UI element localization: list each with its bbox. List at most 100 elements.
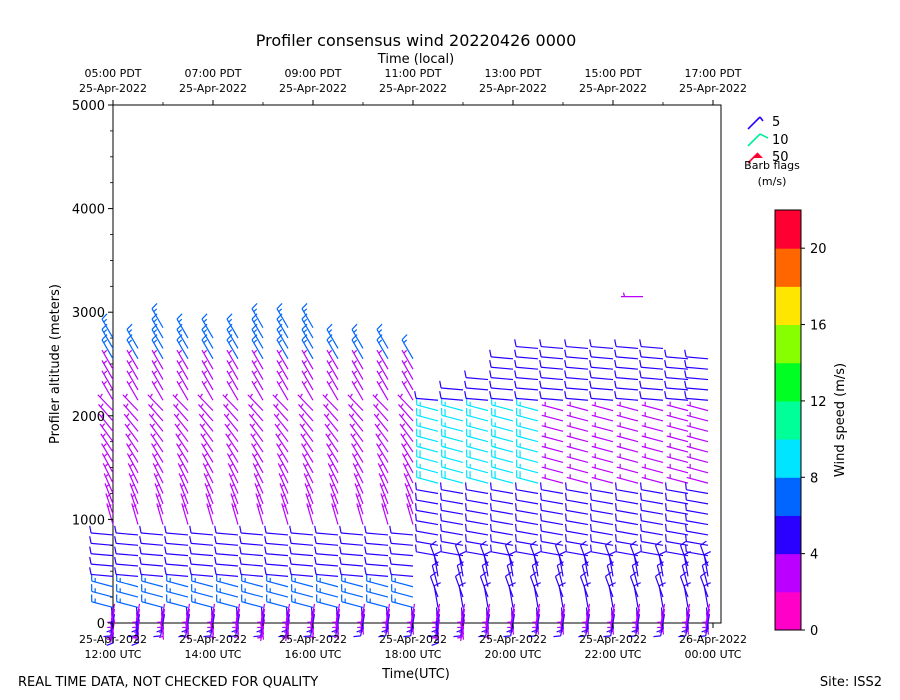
wind-barb — [684, 492, 709, 505]
wind-barb — [664, 503, 689, 515]
wind-barb — [189, 536, 214, 546]
wind-barb — [301, 303, 314, 329]
y-axis-label: Profiler altitude (meters) — [48, 284, 63, 444]
wind-barb — [151, 303, 164, 329]
wind-barb — [376, 443, 389, 463]
wind-barb — [324, 423, 339, 443]
wind-barb — [264, 525, 289, 536]
wind-barb — [351, 360, 364, 380]
top-tick-label-date: 25-Apr-2022 — [379, 82, 447, 95]
wind-barb — [539, 360, 564, 370]
wind-barb — [316, 584, 339, 598]
wind-barb — [589, 391, 614, 401]
wind-barb — [564, 370, 589, 381]
wind-barb — [614, 534, 639, 546]
wind-barb — [539, 349, 564, 360]
wind-barb — [322, 393, 339, 412]
wind-barb — [301, 453, 314, 474]
wind-barb — [391, 584, 414, 598]
wind-barb — [114, 567, 139, 577]
wind-barb — [101, 334, 114, 360]
wind-barb — [664, 380, 689, 391]
wind-barb — [126, 453, 139, 474]
wind-barb — [152, 463, 164, 484]
x-tick-label-time: 16:00 UTC — [284, 648, 341, 661]
wind-barb — [397, 393, 414, 412]
wind-barb — [686, 401, 709, 412]
wind-barb — [664, 482, 689, 495]
wind-barb — [176, 380, 189, 401]
wind-barb — [457, 619, 466, 642]
wind-barb — [226, 349, 239, 370]
wind-barb — [214, 567, 239, 577]
colorbar-segment — [775, 439, 801, 478]
wind-barb — [123, 413, 139, 432]
wind-barb — [564, 513, 589, 526]
wind-barb — [226, 370, 239, 391]
wind-barb — [614, 360, 639, 370]
wind-barb — [589, 482, 614, 495]
wind-barb — [686, 443, 709, 453]
wind-barb — [266, 594, 289, 609]
wind-barb — [684, 370, 709, 381]
wind-barb — [504, 571, 514, 598]
wind-barb — [251, 313, 264, 339]
wind-barb — [441, 470, 464, 484]
wind-barb — [326, 370, 339, 391]
wind-barb — [639, 492, 664, 505]
wind-barb — [151, 334, 164, 360]
top-tick-label-time: 07:00 PDT — [184, 67, 241, 80]
wind-barb — [150, 433, 164, 453]
wind-barb — [273, 403, 289, 422]
wind-barb — [441, 439, 464, 453]
wind-barb — [297, 393, 314, 412]
wind-barb — [131, 620, 140, 647]
wind-barb — [416, 470, 439, 484]
wind-barb — [225, 433, 239, 453]
wind-barb — [489, 544, 514, 557]
wind-barb — [564, 544, 589, 557]
wind-barb — [116, 594, 139, 609]
wind-barb — [614, 523, 639, 536]
wind-barb — [664, 544, 689, 557]
wind-barb — [198, 413, 214, 432]
wind-barb — [349, 423, 364, 443]
legend-title: Barb flags — [744, 159, 800, 172]
top-tick-label-date: 25-Apr-2022 — [679, 82, 747, 95]
wind-barb — [389, 546, 414, 557]
wind-barb — [566, 422, 589, 432]
site-label: Site: ISS2 — [820, 675, 882, 690]
x-tick-label-date: 25-Apr-2022 — [579, 633, 647, 646]
wind-barb — [639, 513, 664, 526]
x-tick-label-date: 25-Apr-2022 — [79, 633, 147, 646]
wind-barb — [251, 303, 264, 329]
wind-barb — [251, 334, 264, 360]
wind-barb — [664, 534, 689, 546]
wind-barb — [277, 463, 289, 484]
wind-barbs — [89, 292, 711, 647]
wind-barb — [514, 370, 539, 381]
wind-barb — [334, 617, 340, 640]
wind-barb — [176, 323, 189, 349]
wind-barb — [298, 403, 314, 422]
wind-barb — [151, 360, 164, 380]
wind-barb — [664, 370, 689, 381]
wind-barb — [174, 423, 189, 443]
wind-barb — [241, 584, 264, 598]
wind-barb — [431, 620, 440, 647]
wind-barb — [589, 523, 614, 536]
wind-barb — [266, 584, 289, 598]
wind-barb — [684, 513, 709, 526]
wind-barb — [564, 349, 589, 360]
wind-barb — [489, 523, 514, 536]
wind-barb — [276, 303, 289, 329]
wind-barb — [389, 525, 414, 536]
wind-barb — [491, 439, 514, 453]
wind-barb — [514, 544, 539, 557]
wind-barb — [589, 380, 614, 391]
wind-barb — [172, 393, 189, 412]
wind-barb — [614, 370, 639, 381]
wind-barb — [339, 556, 364, 567]
wind-barb — [326, 323, 339, 349]
wind-barb — [201, 443, 214, 463]
